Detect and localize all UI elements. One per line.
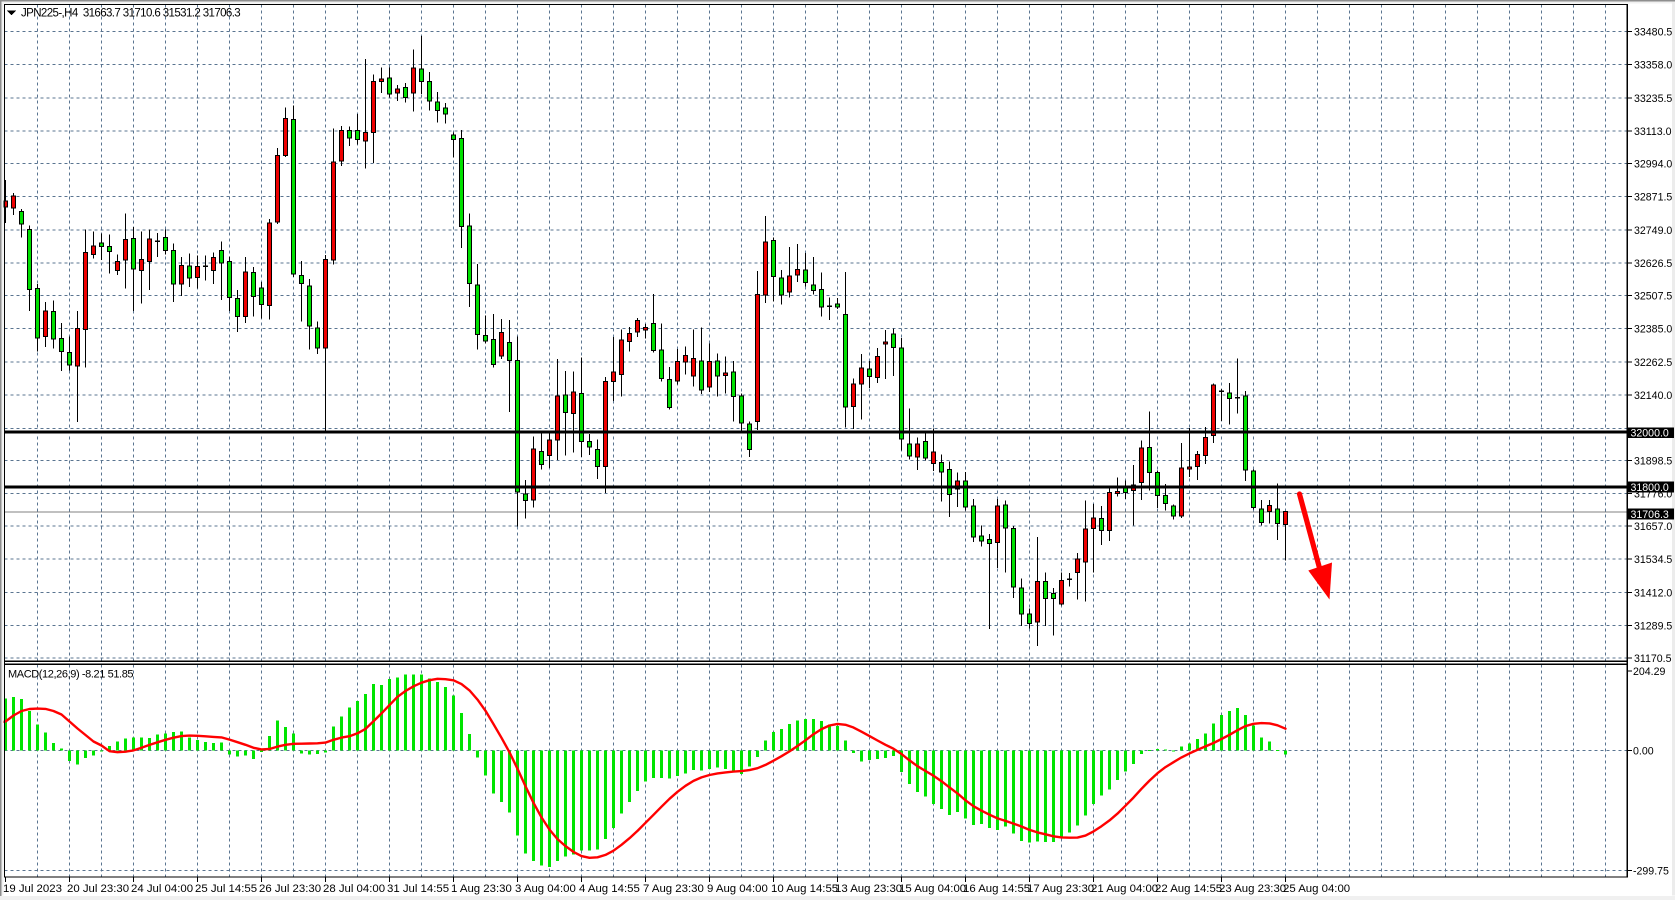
- svg-text:15 Aug 04:00: 15 Aug 04:00: [899, 883, 966, 895]
- svg-text:204.29: 204.29: [1633, 666, 1666, 678]
- svg-text:21 Aug 04:00: 21 Aug 04:00: [1091, 883, 1158, 895]
- svg-text:31898.5: 31898.5: [1634, 456, 1672, 468]
- svg-text:32749.0: 32749.0: [1634, 225, 1672, 237]
- svg-text:33235.5: 33235.5: [1634, 93, 1672, 105]
- svg-text:33113.0: 33113.0: [1634, 126, 1672, 138]
- svg-text:16 Aug 14:55: 16 Aug 14:55: [963, 883, 1030, 895]
- svg-text:32626.5: 32626.5: [1634, 258, 1672, 270]
- svg-text:25 Jul 14:55: 25 Jul 14:55: [195, 883, 257, 895]
- svg-text:24 Jul 04:00: 24 Jul 04:00: [131, 883, 193, 895]
- svg-text:32385.0: 32385.0: [1634, 324, 1672, 336]
- svg-text:33358.0: 33358.0: [1634, 60, 1672, 72]
- svg-text:25 Aug 04:00: 25 Aug 04:00: [1283, 883, 1350, 895]
- svg-text:31170.5: 31170.5: [1634, 653, 1672, 665]
- svg-text:33480.5: 33480.5: [1634, 27, 1672, 39]
- svg-text:26 Jul 23:30: 26 Jul 23:30: [259, 883, 321, 895]
- svg-text:31534.5: 31534.5: [1634, 554, 1672, 566]
- svg-text:20 Jul 23:30: 20 Jul 23:30: [67, 883, 129, 895]
- svg-text:32871.5: 32871.5: [1634, 192, 1672, 204]
- svg-text:31657.0: 31657.0: [1634, 521, 1672, 533]
- svg-text:MACD(12,26,9) -8.21 51.85: MACD(12,26,9) -8.21 51.85: [8, 669, 133, 681]
- svg-text:31289.5: 31289.5: [1634, 621, 1672, 633]
- svg-text:9 Aug 04:00: 9 Aug 04:00: [707, 883, 768, 895]
- svg-text:32994.0: 32994.0: [1634, 158, 1672, 170]
- svg-text:10 Aug 14:55: 10 Aug 14:55: [771, 883, 838, 895]
- svg-text:32262.5: 32262.5: [1634, 357, 1672, 369]
- svg-text:JPN225-,H4 31663.7 31710.6 31: JPN225-,H4 31663.7 31710.6 31531.2 31706…: [21, 8, 240, 20]
- svg-text:22 Aug 14:55: 22 Aug 14:55: [1155, 883, 1222, 895]
- svg-text:19 Jul 2023: 19 Jul 2023: [3, 883, 62, 895]
- svg-text:28 Jul 04:00: 28 Jul 04:00: [323, 883, 385, 895]
- svg-text:32507.5: 32507.5: [1634, 290, 1672, 302]
- svg-text:17 Aug 23:30: 17 Aug 23:30: [1027, 883, 1094, 895]
- svg-text:31412.0: 31412.0: [1634, 588, 1672, 600]
- svg-text:23 Aug 23:30: 23 Aug 23:30: [1219, 883, 1286, 895]
- svg-text:32000.0: 32000.0: [1631, 428, 1669, 440]
- svg-text:31 Jul 14:55: 31 Jul 14:55: [387, 883, 449, 895]
- svg-text:13 Aug 23:30: 13 Aug 23:30: [835, 883, 902, 895]
- svg-text:31706.3: 31706.3: [1631, 509, 1669, 521]
- svg-text:32140.0: 32140.0: [1634, 390, 1672, 402]
- svg-text:7 Aug 23:30: 7 Aug 23:30: [643, 883, 704, 895]
- svg-text:1 Aug 23:30: 1 Aug 23:30: [451, 883, 512, 895]
- svg-text:3 Aug 04:00: 3 Aug 04:00: [515, 883, 576, 895]
- svg-text:4 Aug 14:55: 4 Aug 14:55: [579, 883, 640, 895]
- svg-text:31800.0: 31800.0: [1631, 482, 1669, 494]
- svg-text:-299.75: -299.75: [1633, 866, 1669, 878]
- svg-text:0.00: 0.00: [1633, 746, 1654, 758]
